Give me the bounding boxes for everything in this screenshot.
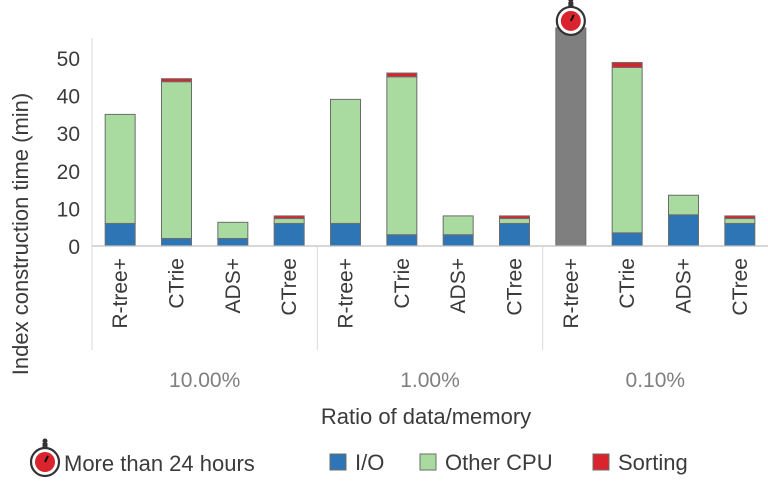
stopwatch-icon [29, 438, 61, 478]
bar-segment-sorting [386, 72, 418, 78]
y-axis-label: Index construction time (min) [8, 93, 33, 375]
bar-segment-i-o [611, 232, 643, 247]
bar-segment-other-cpu [611, 66, 643, 234]
group-label: 1.00% [400, 369, 460, 392]
x-tick-label: CTree [278, 258, 301, 316]
x-axis: R-tree+ CTrie ADS+ CTree R-tree+ CTrie ADS+ CTr… [91, 245, 768, 392]
bar-segment-other-cpu [104, 113, 136, 224]
bar-segment-other-cpu [668, 194, 699, 216]
x-tick-label: R-tree+ [335, 258, 358, 329]
bar-segment-i-o [724, 222, 756, 247]
bar-segment-i-o [668, 214, 699, 247]
bar-segment-other-cpu [217, 221, 249, 239]
bar-segment-sorting [724, 215, 756, 220]
bar-segment-other-cpu [442, 215, 474, 236]
legend-label: More than 24 hours [64, 451, 255, 476]
timeout-bar [555, 27, 587, 247]
bars [104, 0, 756, 247]
legend-label: Sorting [618, 450, 688, 475]
x-tick-label: R-tree+ [109, 258, 132, 329]
legend: More than 24 hours I/O Other CPU Sorting [29, 438, 688, 478]
bar-segment-other-cpu [386, 76, 418, 236]
bar-segment-i-o [330, 222, 361, 247]
y-tick-label: 30 [57, 123, 80, 146]
bar-segment-i-o [217, 237, 249, 247]
bar-segment-i-o [499, 222, 530, 247]
y-tick-label: 10 [57, 198, 80, 221]
bar-segment-i-o [386, 234, 418, 247]
y-tick-label: 0 [68, 236, 80, 259]
legend-label: I/O [355, 450, 384, 475]
legend-label: Other CPU [445, 450, 553, 475]
group-label: 10.00% [169, 369, 240, 392]
x-tick-label: CTrie [616, 258, 639, 309]
y-tick-label: 50 [57, 48, 80, 71]
legend-swatch [329, 453, 347, 471]
bar-segment-i-o [442, 234, 474, 247]
bar-segment-sorting [161, 78, 192, 83]
y-tick-label: 20 [57, 161, 80, 184]
bar-segment-sorting [499, 215, 530, 220]
bar-segment-sorting [611, 62, 643, 68]
bar-segment-other-cpu [273, 218, 305, 224]
y-tick-label: 40 [57, 86, 80, 109]
y-axis: 0 10 20 30 40 50 [57, 38, 93, 259]
stopwatch-icon [555, 0, 586, 37]
x-tick-label: CTrie [166, 258, 189, 309]
x-tick-label: CTree [504, 258, 527, 316]
legend-swatch [592, 453, 610, 471]
x-axis-label: Ratio of data/memory [321, 404, 531, 429]
x-tick-label: R-tree+ [560, 258, 583, 329]
bar-segment-other-cpu [161, 81, 192, 239]
bar-segment-i-o [104, 222, 136, 247]
x-tick-label: ADS+ [673, 258, 696, 313]
x-tick-label: ADS+ [447, 258, 470, 313]
bar-segment-other-cpu [499, 218, 530, 224]
bar-segment-other-cpu [724, 218, 756, 224]
bar-segment-i-o [161, 237, 192, 247]
bar-segment-other-cpu [330, 98, 361, 224]
x-tick-label: ADS+ [222, 258, 245, 313]
legend-swatch [419, 453, 437, 471]
group-label: 0.10% [626, 369, 686, 392]
x-tick-label: CTrie [391, 258, 414, 309]
bar-segment-i-o [273, 222, 305, 247]
x-tick-label: CTree [729, 258, 752, 316]
bar-segment-sorting [273, 215, 305, 220]
